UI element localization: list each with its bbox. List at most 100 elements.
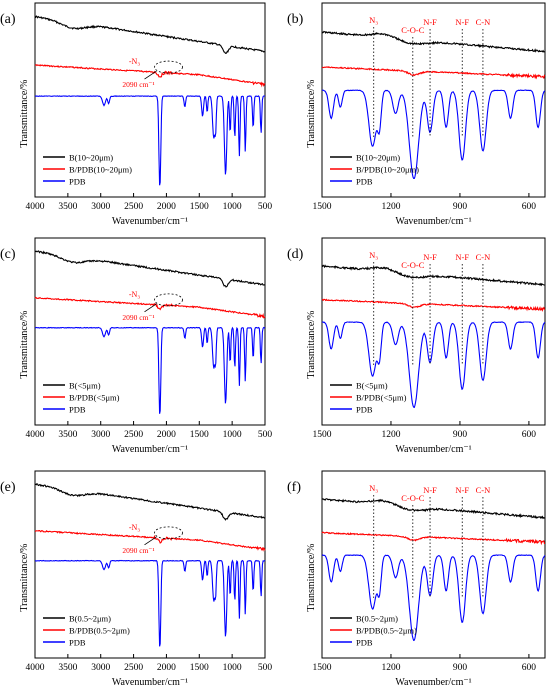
x-tick-label: 1000 [223,430,242,440]
x-tick-label: 500 [258,202,273,212]
annotation-arrow [144,70,157,80]
x-tick-label: 500 [258,663,273,673]
x-tick-label: 3500 [58,430,77,440]
plot-frame [321,2,546,198]
plot-frame [321,237,546,426]
annotation-sublabel: 2090 cm⁻¹ [122,313,154,322]
x-tick-label: 4000 [26,202,45,212]
legend-label: B/PDB(10~20μm) [69,165,132,175]
plot-frame [34,237,266,426]
x-axis-label: Wavenumber/cm⁻¹ [112,216,188,227]
panel-label: (d) [287,247,304,262]
panel-label: (f) [287,480,301,495]
x-axis-label: Wavenumber/cm⁻¹ [395,444,471,455]
x-tick-label: 1500 [313,430,332,440]
x-tick-label: 1000 [223,663,242,673]
peak-label: N-F [455,252,469,262]
x-tick-label: 2500 [124,663,143,673]
panel-label: (a) [0,12,16,27]
series-line [35,559,266,647]
legend-label: B/PDB(<5μm) [356,393,407,403]
chart-panel: 4000 3500 3000 2500 2000 1500 1000 500 Wavenumbe… [0,2,273,227]
series-line [321,298,546,313]
peak-label: N-F [423,17,437,27]
x-tick-label: 1500 [190,202,209,212]
series-line [34,15,266,54]
legend-label: B(10~20μm) [69,153,113,163]
chart-panel: 4000 3500 3000 2500 2000 1500 1000 500 Wavenumbe… [0,237,273,455]
legend-label: B(0.5~2μm) [69,614,111,624]
x-tick-label: 1200 [381,430,400,440]
x-tick-label: 3000 [91,202,110,212]
x-axis-label: Wavenumber/cm⁻¹ [395,216,471,227]
legend-label: B(<5μm) [356,381,388,391]
plot-frame [34,470,266,659]
series-line [34,250,266,288]
chart-panel: 1500 1200 900 600 Wavenumber/cm⁻¹ Transmittan… [287,2,546,227]
n3-highlight-ellipse [154,526,183,540]
annotation-label: -N₃ [129,290,140,299]
x-tick-label: 1500 [313,663,332,673]
series-line [34,64,266,88]
x-axis-label: Wavenumber/cm⁻¹ [112,677,188,688]
x-tick-label: 3500 [58,202,77,212]
peak-label: C-O-C [401,260,424,270]
x-tick-label: 900 [453,430,468,440]
x-tick-label: 1200 [381,663,400,673]
peak-label: C-N [476,17,491,27]
series-line [321,30,546,53]
annotation-label: -N₃ [129,523,140,532]
x-tick-label: 900 [453,202,468,212]
x-tick-label: 2500 [124,202,143,212]
x-tick-label: 3000 [91,663,110,673]
legend-label: B/PDB(0.5~2μm) [356,626,417,636]
peak-label: C-N [476,252,491,262]
x-tick-label: 4000 [26,430,45,440]
y-axis-label: Transmittance/% [306,311,317,379]
plot-frame [321,470,546,659]
legend-label: B(<5μm) [69,381,101,391]
legend-label: B/PDB(0.5~2μm) [69,626,130,636]
legend-label: PDB [356,177,373,187]
x-tick-label: 1500 [190,663,209,673]
legend-label: B(10~20μm) [356,153,400,163]
legend-label: PDB [69,638,86,648]
series-line [321,264,546,287]
legend-label: B/PDB(<5μm) [69,393,120,403]
peak-label: N-F [423,485,437,495]
chart-panel: 1500 1200 900 600 Wavenumber/cm⁻¹ Transmittan… [287,470,546,688]
annotation-arrow [144,303,157,313]
peak-label: C-O-C [401,25,424,35]
legend-label: B/PDB(10~20μm) [356,165,419,175]
annotation-sublabel: 2090 cm⁻¹ [122,80,154,89]
n3-highlight-ellipse [154,293,183,307]
x-tick-label: 2000 [157,663,176,673]
series-line [321,497,545,520]
x-tick-label: 3000 [91,430,110,440]
series-line [34,530,266,552]
y-axis-label: Transmittance/% [19,311,30,379]
peak-label: N₃ [369,483,378,493]
x-tick-label: 900 [453,663,468,673]
x-axis-label: Wavenumber/cm⁻¹ [395,677,471,688]
x-tick-label: 500 [258,430,273,440]
x-tick-label: 3500 [58,663,77,673]
legend-label: PDB [356,638,373,648]
series-line [321,321,546,409]
legend-label: PDB [356,405,373,415]
peak-label: N-F [455,485,469,495]
annotation-arrow [144,536,157,546]
panel-label: (b) [287,12,304,27]
peak-label: N₃ [369,15,378,25]
panel-label: (e) [0,480,16,495]
peak-label: N-F [423,252,437,262]
y-axis-label: Transmittance/% [306,544,317,612]
y-axis-label: Transmittance/% [19,544,30,612]
x-tick-label: 1000 [223,202,242,212]
y-axis-label: Transmittance/% [306,80,317,148]
x-tick-label: 1500 [190,430,209,440]
legend-label: PDB [69,405,86,415]
series-line [321,89,546,179]
peak-label: N-F [455,17,469,27]
legend-label: B(0.5~2μm) [356,614,398,624]
